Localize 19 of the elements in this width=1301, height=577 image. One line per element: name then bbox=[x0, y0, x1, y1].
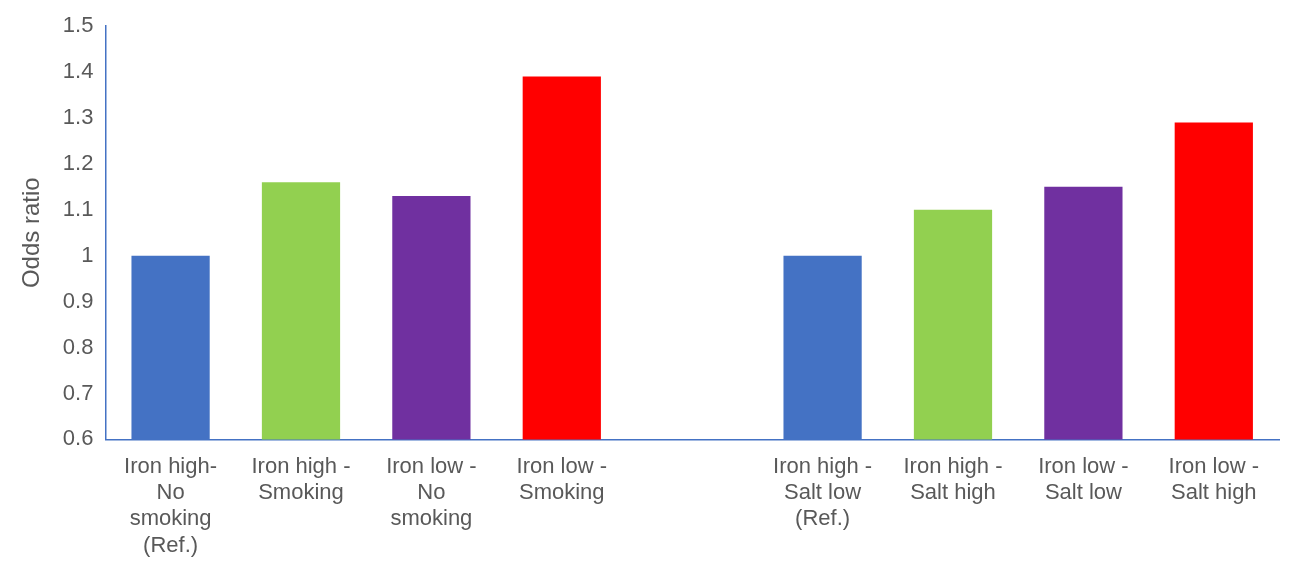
y-tick-label: 0.8 bbox=[62, 333, 94, 359]
y-tick-label: 1.1 bbox=[62, 195, 94, 221]
y-tick-label: 1 bbox=[81, 241, 94, 267]
x-tick-label: Iron high- No smoking (Ref.) bbox=[124, 452, 218, 557]
y-tick-label: 1.4 bbox=[62, 58, 94, 83]
x-tick-label: Iron high - Smoking bbox=[251, 452, 351, 505]
x-tick-label: Iron high - Salt low (Ref.) bbox=[773, 452, 873, 531]
y-tick-label: 1.5 bbox=[62, 12, 94, 38]
x-tick-label: Iron low - Smoking bbox=[516, 452, 608, 505]
x-tick-label: Iron high - Salt high bbox=[903, 452, 1003, 505]
x-tick-label: Iron low - Salt low bbox=[1038, 452, 1129, 505]
y-tick-label: 1.2 bbox=[62, 149, 94, 175]
y-axis-title: Odds ratio bbox=[17, 177, 45, 289]
y-tick-label: 0.6 bbox=[62, 425, 94, 451]
y-tick-label: 0.7 bbox=[62, 379, 94, 405]
y-tick-label: 0.9 bbox=[62, 287, 94, 313]
x-tick-label: Iron low - No smoking bbox=[386, 452, 477, 531]
x-tick-label: Iron low - Salt high bbox=[1168, 452, 1260, 505]
y-tick-label: 1.3 bbox=[62, 103, 94, 129]
